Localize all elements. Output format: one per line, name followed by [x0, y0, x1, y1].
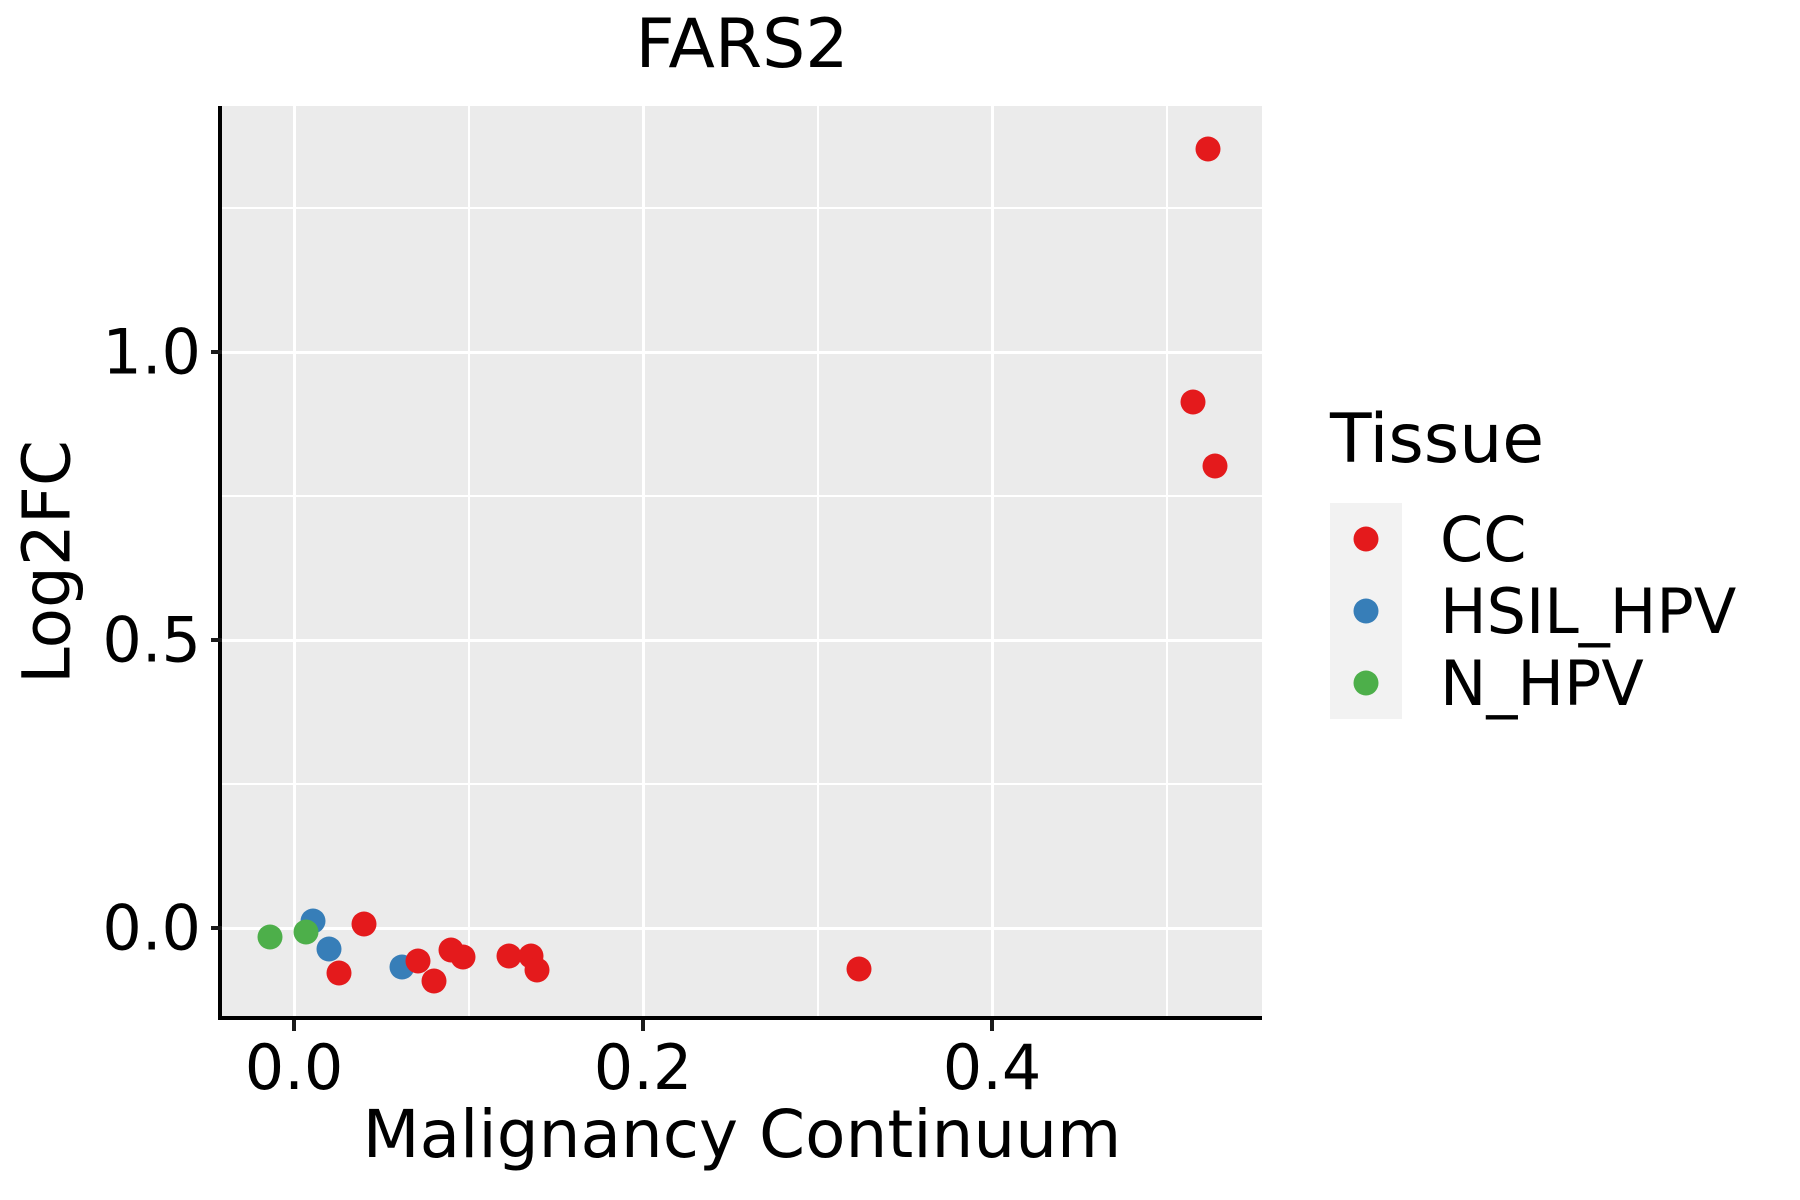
- data-point-n_hpv: [293, 919, 319, 945]
- x-axis-line: [218, 1016, 1262, 1020]
- y-major-gridline: [222, 638, 1262, 642]
- x-major-gridline: [292, 106, 296, 1018]
- y-minor-gridline: [222, 783, 1262, 786]
- data-point-cc: [1180, 389, 1206, 415]
- y-tick-label: 0.5: [102, 603, 201, 677]
- x-minor-gridline: [816, 106, 819, 1018]
- n-hpv-marker-icon: [1353, 670, 1379, 696]
- x-major-gridline: [641, 106, 645, 1018]
- hsil-hpv-marker-icon: [1353, 598, 1379, 624]
- x-tick-label: 0.4: [942, 1031, 1042, 1104]
- legend-key-cc: [1330, 503, 1402, 575]
- plot-title: FARS2: [635, 5, 849, 84]
- legend: Tissue CC HSIL_HPV N_HPV: [1330, 400, 1737, 720]
- x-major-gridline: [990, 106, 994, 1018]
- data-point-cc: [450, 944, 476, 970]
- y-major-gridline: [222, 926, 1262, 930]
- y-minor-gridline: [222, 495, 1262, 498]
- x-tick-label: 0.2: [593, 1031, 693, 1104]
- data-point-hsil_hpv: [316, 936, 342, 962]
- legend-label-n-hpv: N_HPV: [1440, 646, 1644, 720]
- legend-row-cc: CC: [1330, 502, 1736, 576]
- y-tick-label: 1.0: [102, 315, 201, 389]
- legend-label-hsil-hpv: HSIL_HPV: [1440, 574, 1737, 648]
- y-tick-mark: [211, 638, 222, 643]
- x-tick-label: 0.0: [244, 1031, 344, 1104]
- data-point-cc: [421, 968, 447, 994]
- y-tick-mark: [211, 350, 222, 354]
- legend-key-n-hpv: [1330, 647, 1402, 719]
- y-tick-labels: 0.0 0.5 1.0: [0, 0, 201, 1200]
- data-point-cc: [351, 911, 377, 937]
- data-point-cc: [846, 956, 872, 982]
- x-tick-mark: [990, 1020, 995, 1031]
- legend-key-hsil-hpv: [1330, 575, 1402, 647]
- x-minor-gridline: [467, 106, 470, 1018]
- y-minor-gridline: [222, 207, 1262, 209]
- cc-marker-icon: [1353, 526, 1379, 552]
- plot-panel: [222, 106, 1262, 1018]
- legend-row-hsil-hpv: HSIL_HPV: [1330, 574, 1737, 648]
- legend-label-cc: CC: [1440, 502, 1527, 576]
- y-tick-mark: [211, 926, 222, 931]
- data-point-cc: [405, 948, 431, 974]
- x-axis-title: Malignancy Continuum: [362, 1096, 1122, 1173]
- x-minor-gridline: [1165, 106, 1168, 1018]
- y-axis-line: [218, 106, 222, 1020]
- legend-title: Tissue: [1330, 400, 1545, 479]
- data-point-cc: [496, 943, 522, 969]
- data-point-cc: [326, 960, 352, 986]
- x-tick-labels: 0.0 0.2 0.4: [222, 1031, 1262, 1104]
- y-tick-label: 0.0: [102, 891, 201, 965]
- data-point-cc: [524, 957, 550, 983]
- data-point-n_hpv: [257, 924, 283, 950]
- y-major-gridline: [222, 350, 1262, 354]
- x-tick-mark: [641, 1020, 646, 1031]
- legend-row-n-hpv: N_HPV: [1330, 646, 1736, 720]
- x-tick-mark: [292, 1020, 297, 1031]
- data-point-cc: [1195, 136, 1221, 162]
- data-point-cc: [1202, 453, 1228, 479]
